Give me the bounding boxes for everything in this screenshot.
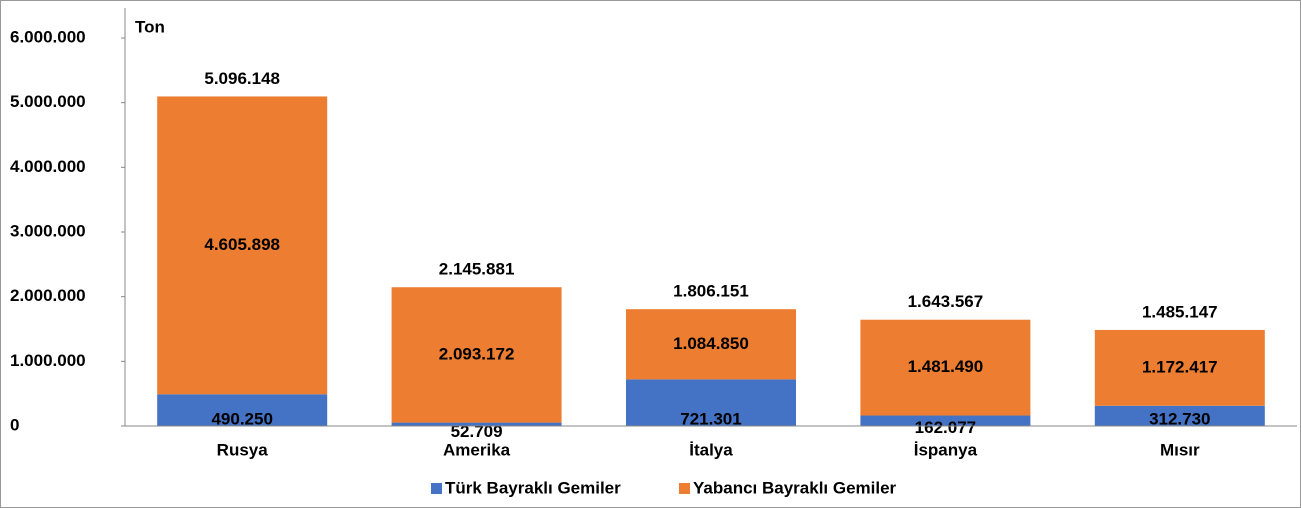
y-tick-label: 6.000.000 (10, 27, 86, 46)
legend-swatch (431, 483, 442, 494)
value-label: 162.077 (915, 418, 976, 437)
y-tick-label: 4.000.000 (10, 157, 86, 176)
total-label: 1.806.151 (673, 282, 749, 301)
y-tick-label: 1.000.000 (10, 351, 86, 370)
value-label: 312.730 (1149, 409, 1210, 428)
value-label: 1.172.417 (1142, 357, 1218, 376)
value-label: 1.481.490 (908, 357, 984, 376)
x-tick-label: Mısır (1160, 440, 1200, 459)
bar-segment (157, 96, 328, 395)
y-tick-label: 2.000.000 (10, 286, 86, 305)
total-label: 5.096.148 (204, 69, 280, 88)
total-label: 2.145.881 (439, 260, 515, 279)
bar-segment (157, 394, 328, 426)
y-axis-label: Ton (135, 17, 165, 36)
bar-segment (626, 309, 796, 380)
bar-segment (1094, 405, 1265, 426)
value-label: 4.605.898 (204, 235, 280, 254)
legend-label: Türk Bayraklı Gemiler (445, 478, 621, 497)
x-tick-label: Rusya (217, 440, 269, 459)
total-label: 1.643.567 (908, 292, 984, 311)
x-tick-label: İtalya (689, 440, 733, 459)
bar-segment (860, 415, 1031, 426)
value-label: 2.093.172 (439, 344, 515, 363)
bar-segment (391, 287, 562, 423)
value-label: 1.084.850 (673, 334, 749, 353)
legend-swatch (679, 483, 690, 494)
y-tick-label: 5.000.000 (10, 92, 86, 111)
y-tick-label: 0 (10, 415, 19, 434)
bar-segment (1094, 329, 1265, 406)
bar-segment (626, 379, 796, 426)
value-label: 52.709 (451, 422, 503, 441)
legend-label: Yabancı Bayraklı Gemiler (693, 478, 897, 497)
y-tick-label: 3.000.000 (10, 221, 86, 240)
x-tick-label: Amerika (443, 440, 511, 459)
value-label: 490.250 (211, 409, 272, 428)
total-label: 1.485.147 (1142, 302, 1218, 321)
bar-segment (391, 422, 562, 426)
x-tick-label: İspanya (914, 440, 978, 459)
bar-segment (860, 319, 1031, 416)
value-label: 721.301 (680, 409, 741, 428)
